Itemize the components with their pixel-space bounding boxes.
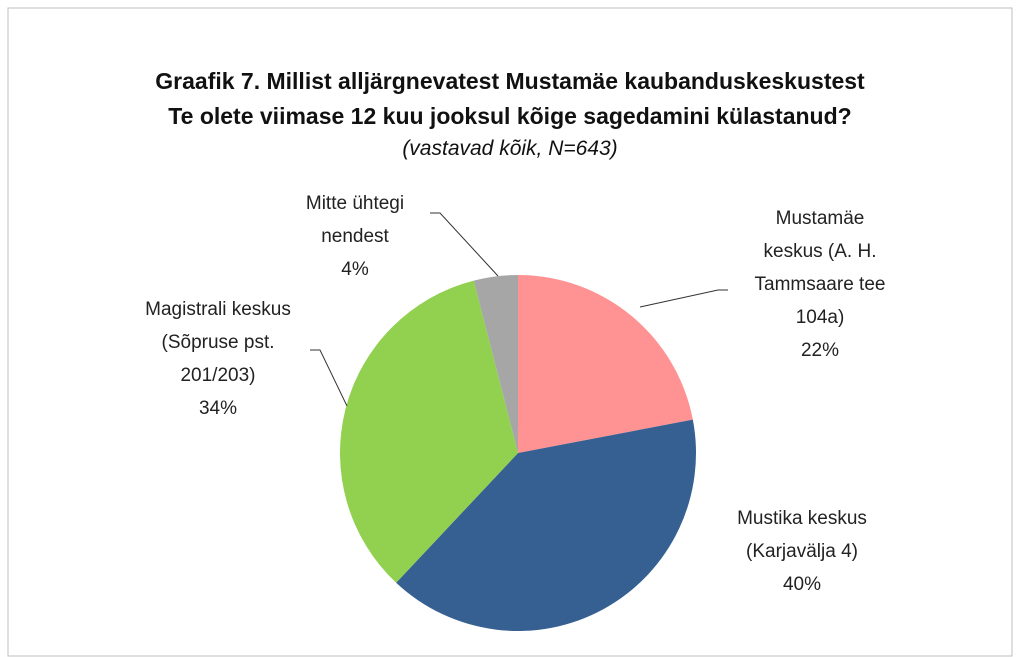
title-line: Te olete viimase 12 kuu jooksul kõige sa…	[168, 103, 852, 129]
category-name: Magistrali keskus (Sõpruse pst. 201/203)	[145, 299, 291, 386]
title-line: Graafik 7. Millist alljärgnevatest Musta…	[155, 68, 865, 94]
pie-slice	[473, 275, 518, 453]
leader-line	[430, 212, 499, 277]
slice-label: Mustika keskus (Karjavälja 4) 40%	[722, 502, 882, 601]
value-label: 22%	[800, 340, 840, 361]
leader-line	[639, 289, 728, 308]
chart-title: Graafik 7. Millist alljärgnevatest Musta…	[0, 64, 1020, 134]
value-label: 40%	[782, 574, 822, 595]
slice-label: Magistrali keskus (Sõpruse pst. 201/203)…	[136, 293, 301, 425]
value-label: 34%	[198, 398, 238, 419]
category-name: Mitte ühtegi nendest	[305, 193, 405, 247]
value-label: 4%	[341, 259, 369, 280]
chart-subtitle: (vastavad kõik, N=643)	[402, 137, 618, 160]
category-name: Mustamäe keskus (A. H. Tammsaare tee 104…	[754, 208, 886, 328]
frame	[7, 7, 1013, 657]
slice-label: Mustamäe keskus (A. H. Tammsaare tee 104…	[750, 202, 890, 367]
slice-label: Mitte ühtegi nendest 4%	[293, 187, 418, 286]
pie-slice	[340, 280, 518, 583]
leader-line	[310, 349, 348, 407]
pie-slice	[518, 275, 693, 453]
category-name: Mustika keskus (Karjavälja 4)	[737, 508, 867, 562]
pie	[340, 275, 696, 631]
pie-slice	[396, 419, 696, 631]
